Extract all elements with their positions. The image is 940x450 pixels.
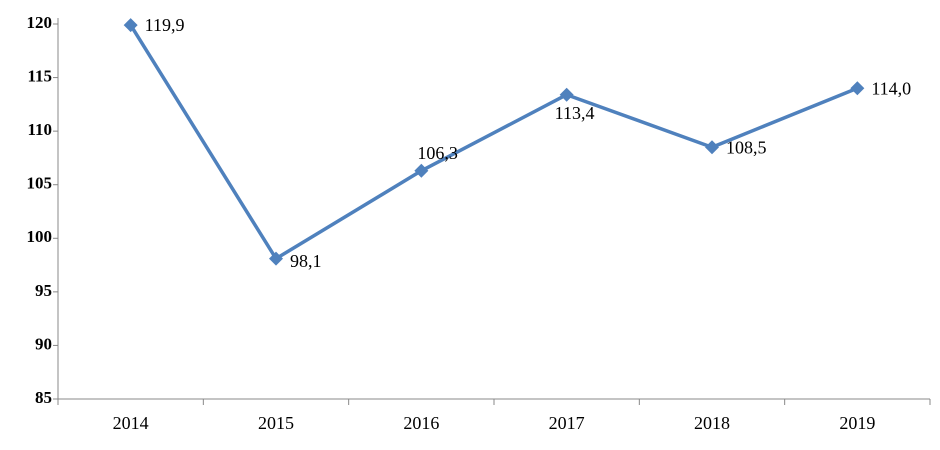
value-label: 106,3 (417, 143, 458, 163)
marker (559, 87, 574, 102)
x-tick-label: 2017 (549, 413, 585, 433)
y-tick-label: 100 (27, 227, 53, 246)
marker (414, 163, 429, 178)
y-tick-label: 85 (35, 388, 52, 407)
x-tick-label: 2016 (403, 413, 439, 433)
value-label: 114,0 (871, 78, 911, 98)
y-tick-label: 105 (27, 174, 53, 193)
y-tick-label: 110 (27, 120, 52, 139)
x-tick-label: 2015 (258, 413, 294, 433)
y-tick-label: 90 (35, 334, 52, 353)
y-tick-label: 115 (27, 66, 52, 85)
marker (123, 18, 138, 33)
x-tick-label: 2019 (839, 413, 875, 433)
value-label: 108,5 (726, 137, 767, 157)
value-label: 119,9 (145, 15, 185, 35)
marker (850, 81, 865, 96)
y-tick-label: 95 (35, 281, 52, 300)
line (129, 24, 858, 261)
x-tick-label: 2014 (113, 413, 149, 433)
y-tick-label: 120 (27, 13, 53, 32)
value-label: 113,4 (555, 103, 595, 123)
x-tick-label: 2018 (694, 413, 730, 433)
value-label: 98,1 (290, 251, 322, 271)
marker (269, 251, 283, 266)
marker (705, 140, 719, 155)
